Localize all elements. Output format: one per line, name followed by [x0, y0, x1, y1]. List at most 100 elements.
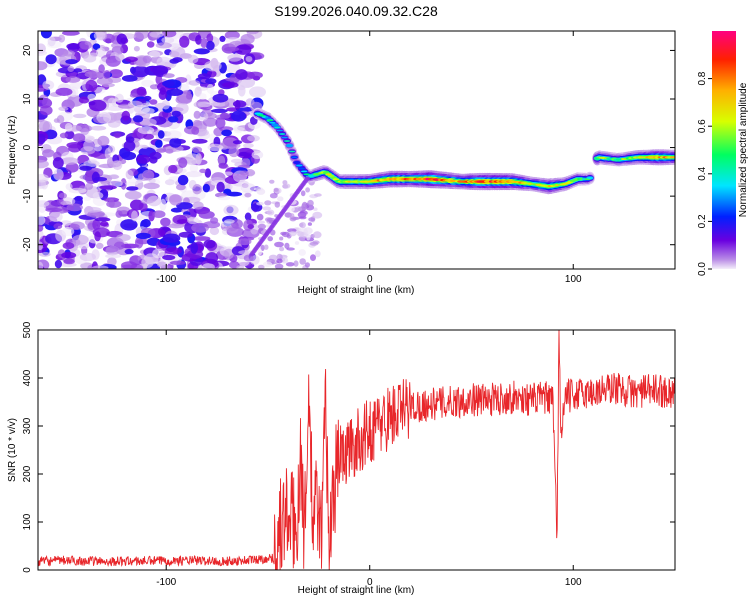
- noise-blob: [298, 249, 307, 256]
- noise-blob: [194, 86, 202, 97]
- noise-blob: [64, 122, 73, 132]
- noise-blob: [83, 160, 100, 168]
- ridge-segment: [269, 121, 276, 124]
- noise-blob: [121, 243, 139, 249]
- noise-blob: [307, 222, 312, 226]
- noise-blob: [121, 261, 138, 269]
- noise-blob: [84, 71, 102, 78]
- noise-blob: [251, 150, 264, 160]
- noise-blob: [225, 77, 238, 82]
- noise-blob: [282, 183, 291, 189]
- ridge-segment: [278, 133, 286, 135]
- colorbar-gradient: [712, 31, 736, 269]
- noise-blob: [67, 66, 75, 72]
- noise-blob: [219, 112, 231, 119]
- noise-blob: [42, 149, 55, 158]
- noise-blob: [116, 33, 128, 45]
- snr-y-ticks: 0 100 200 300 400 500: [22, 321, 675, 573]
- noise-blob: [114, 132, 121, 139]
- noise-blob: [121, 75, 138, 82]
- noise-blob: [169, 51, 180, 58]
- noise-blob: [257, 248, 263, 256]
- noise-blob: [238, 85, 246, 97]
- noise-blob: [149, 31, 164, 38]
- noise-blob: [276, 258, 283, 264]
- noise-blob: [38, 97, 53, 109]
- snr-y-tick-label: 300: [22, 417, 33, 434]
- noise-blob: [135, 232, 151, 240]
- figure-title: S199.2026.040.09.32.C28: [274, 3, 438, 19]
- noise-blob: [187, 216, 200, 225]
- noise-blob: [205, 78, 217, 85]
- noise-blob: [68, 187, 87, 194]
- noise-blob: [172, 57, 183, 63]
- noise-blob: [59, 132, 68, 139]
- noise-blob: [256, 213, 264, 221]
- noise-blob: [79, 40, 92, 50]
- noise-blob: [152, 65, 169, 76]
- spectrogram-y-tick-label: 20: [22, 44, 33, 56]
- noise-blob: [38, 261, 44, 269]
- noise-blob: [94, 217, 111, 222]
- snr-x-tick-label: 0: [367, 577, 373, 588]
- noise-blob: [177, 168, 187, 174]
- ridge-segment: [303, 173, 310, 176]
- noise-blob: [79, 165, 93, 171]
- noise-blob: [65, 59, 78, 65]
- noise-blob: [262, 206, 272, 211]
- noise-blob: [246, 31, 259, 35]
- noise-blob: [137, 126, 155, 135]
- noise-blob: [256, 188, 266, 195]
- noise-blob: [185, 93, 193, 100]
- ridge-segment: [291, 156, 298, 159]
- noise-blob: [223, 46, 240, 52]
- noise-blob: [123, 140, 136, 152]
- spectrogram-y-axis-label: Frequency (Hz): [7, 116, 18, 185]
- noise-blob: [190, 242, 198, 254]
- noise-blob: [274, 263, 284, 269]
- noise-blob: [168, 116, 179, 123]
- noise-blob: [78, 96, 90, 104]
- noise-blob: [100, 180, 110, 186]
- spectrogram-noise: [38, 31, 323, 269]
- spectrogram-x-tick-label: 0: [367, 274, 373, 285]
- noise-blob: [47, 36, 56, 47]
- noise-blob: [125, 169, 134, 180]
- noise-blob: [147, 195, 162, 207]
- noise-blob: [198, 112, 209, 121]
- noise-blob: [40, 31, 52, 39]
- noise-blob: [92, 191, 104, 200]
- noise-blob: [65, 162, 79, 173]
- noise-blob: [124, 190, 142, 200]
- noise-blob: [152, 248, 165, 259]
- noise-blob: [203, 239, 216, 249]
- noise-blob: [193, 101, 206, 108]
- noise-blob: [235, 69, 248, 80]
- ridge-segment: [586, 177, 594, 179]
- noise-blob: [232, 100, 247, 108]
- noise-blob: [284, 242, 290, 249]
- noise-blob: [53, 168, 64, 181]
- noise-blob: [178, 231, 193, 238]
- ridge-segment: [288, 150, 296, 153]
- noise-blob: [131, 65, 150, 78]
- noise-blob: [85, 182, 94, 190]
- noise-blob: [223, 204, 239, 216]
- noise-blob: [186, 249, 204, 259]
- noise-blob: [199, 168, 207, 174]
- noise-blob: [199, 93, 207, 100]
- snr-y-tick-label: 100: [22, 513, 33, 530]
- noise-blob: [299, 258, 307, 265]
- noise-blob: [244, 192, 252, 198]
- noise-blob: [273, 187, 279, 192]
- noise-blob: [165, 148, 174, 154]
- noise-blob: [206, 83, 214, 94]
- noise-blob: [89, 211, 105, 217]
- noise-blob: [279, 236, 284, 241]
- noise-blob: [91, 265, 109, 269]
- noise-blob: [38, 214, 46, 226]
- noise-blob: [289, 231, 297, 237]
- colorbar: 0.0 0.2 0.4 0.6 0.8 Normalized spectral ampl…: [697, 31, 749, 276]
- noise-blob: [313, 231, 322, 239]
